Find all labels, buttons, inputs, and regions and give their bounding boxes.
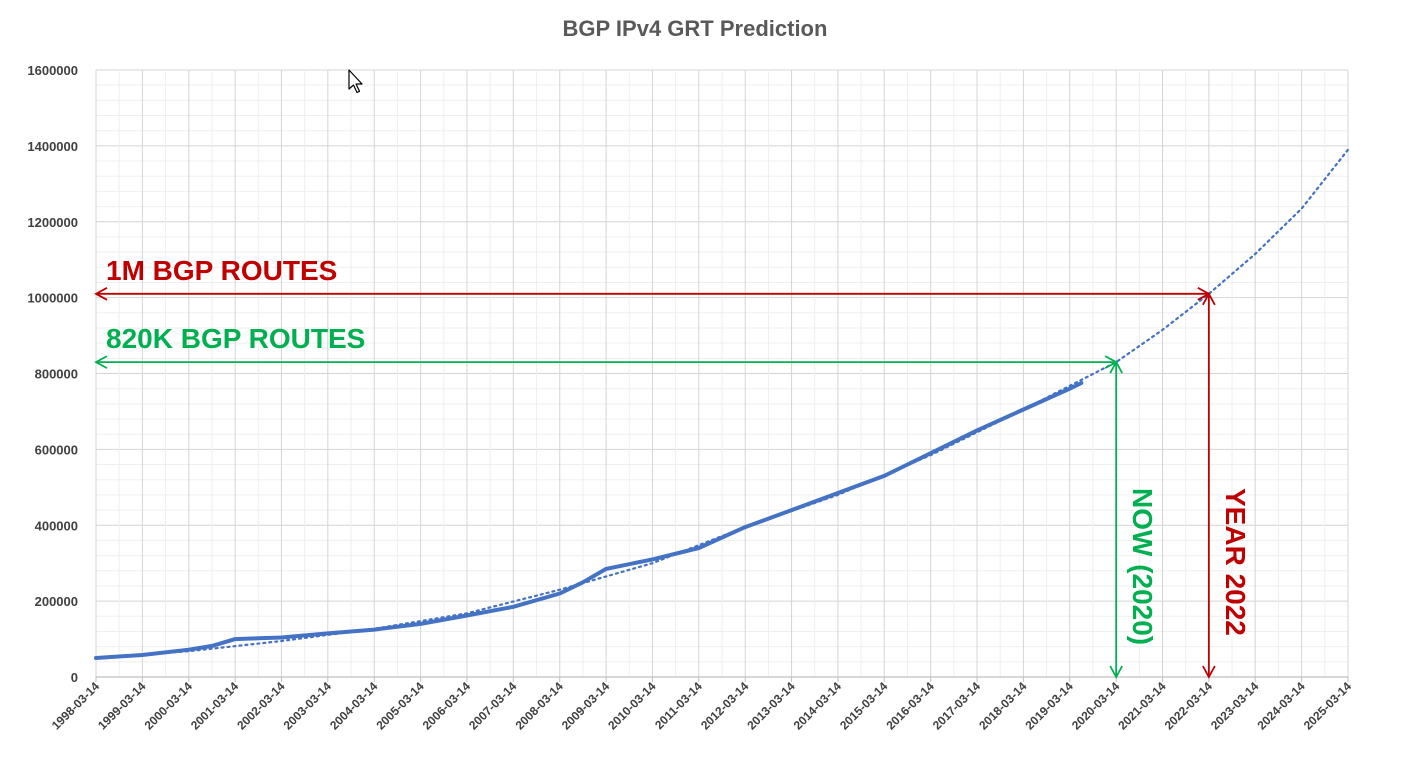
- x-tick-label: 2016-03-14: [884, 679, 938, 733]
- y-tick-label: 1600000: [27, 63, 78, 78]
- y-tick-label: 1000000: [27, 291, 78, 306]
- x-tick-label: 2015-03-14: [837, 679, 891, 733]
- x-tick-label: 2001-03-14: [188, 679, 242, 733]
- arrowhead: [1109, 360, 1123, 374]
- actual-routes-series: [94, 381, 1084, 660]
- x-tick-label: 2000-03-14: [142, 679, 196, 733]
- x-tick-label: 2025-03-14: [1301, 679, 1355, 733]
- arrowhead: [94, 355, 108, 369]
- x-tick-label: 2012-03-14: [698, 679, 752, 733]
- arrowhead: [1202, 665, 1216, 679]
- x-axis: 1998-03-141999-03-142000-03-142001-03-14…: [49, 677, 1355, 733]
- x-tick-label: 2009-03-14: [559, 679, 613, 733]
- x-tick-label: 2008-03-14: [513, 679, 567, 733]
- x-tick-label: 2002-03-14: [234, 679, 288, 733]
- mouse-cursor-icon: [348, 69, 363, 94]
- x-tick-label: 2023-03-14: [1208, 679, 1262, 733]
- x-tick-label: 2017-03-14: [930, 679, 984, 733]
- x-tick-label: 2005-03-14: [373, 679, 427, 733]
- x-tick-label: 2013-03-14: [744, 679, 798, 733]
- x-tick-label: 2020-03-14: [1069, 679, 1123, 733]
- x-tick-label: 2011-03-14: [652, 679, 705, 732]
- x-tick-label: 2007-03-14: [466, 679, 520, 733]
- x-tick-label: 2014-03-14: [791, 679, 845, 733]
- trendline-series: [94, 148, 1350, 660]
- x-tick-label: 1998-03-14: [49, 679, 103, 733]
- y-tick-label: 600000: [35, 442, 78, 457]
- x-tick-label: 2003-03-14: [281, 679, 335, 733]
- series-layer: [94, 148, 1350, 660]
- y-tick-label: 0: [71, 670, 78, 685]
- y-tick-label: 400000: [35, 518, 78, 533]
- x-tick-label: 1999-03-14: [95, 679, 149, 733]
- x-tick-label: 2022-03-14: [1162, 679, 1216, 733]
- y-tick-label: 800000: [35, 367, 78, 382]
- chart-title: BGP IPv4 GRT Prediction: [563, 16, 828, 41]
- grid: [95, 69, 1349, 678]
- annotation-layer: 1M BGP ROUTES 820K BGP ROUTES NOW (2020) YE…: [94, 255, 1251, 679]
- y-tick-label: 200000: [35, 594, 78, 609]
- x-tick-label: 2010-03-14: [605, 679, 659, 733]
- y-tick-label: 1200000: [27, 215, 78, 230]
- x-tick-label: 2004-03-14: [327, 679, 381, 733]
- annotation-label: 820K BGP ROUTES: [106, 323, 365, 354]
- annotation-label: NOW (2020): [1127, 488, 1158, 645]
- x-tick-label: 2019-03-14: [1023, 679, 1077, 733]
- x-tick-label: 2024-03-14: [1254, 679, 1308, 733]
- annotation-label: YEAR 2022: [1220, 488, 1251, 636]
- x-tick-label: 2018-03-14: [976, 679, 1030, 733]
- y-tick-label: 1400000: [27, 139, 78, 154]
- y-axis: 0 200000 400000 600000 800000 1000000 1200000 1…: [27, 63, 78, 685]
- annotation-label: 1M BGP ROUTES: [106, 255, 337, 286]
- arrowhead: [94, 287, 108, 301]
- x-tick-label: 2006-03-14: [420, 679, 474, 733]
- x-tick-label: 2021-03-14: [1115, 679, 1169, 733]
- arrowhead: [1202, 291, 1216, 306]
- arrowhead: [1109, 665, 1123, 679]
